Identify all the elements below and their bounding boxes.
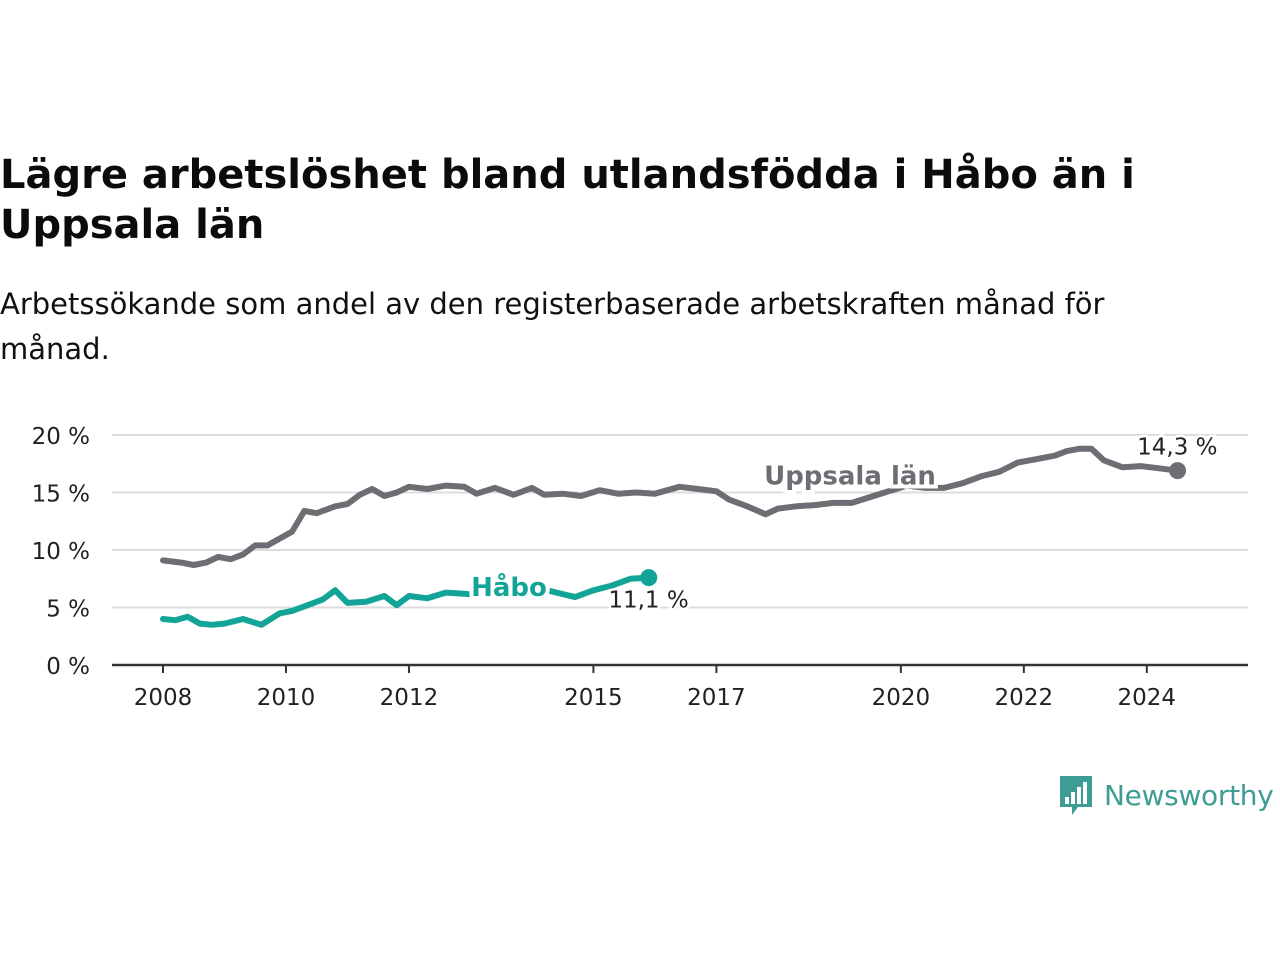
x-tick-label: 2022 [995, 685, 1054, 711]
line-chart: 0 % 5 % 10 % 15 % 20 % 2008 2010 2012 2015 2017 20… [32, 424, 1248, 711]
series-line-habo [160, 574, 652, 628]
x-tick-label: 2024 [1118, 685, 1177, 711]
y-tick-label: 0 % [46, 654, 90, 680]
x-tick-label: 2020 [872, 685, 931, 711]
series-end-marker [1169, 462, 1187, 480]
page-subtitle: Arbetssökande som andel av den registerb… [0, 287, 1105, 366]
chart-axes [112, 663, 1248, 673]
series-line-uppsala-lan [160, 445, 1181, 568]
x-tick-label: 2017 [687, 685, 746, 711]
y-tick-label: 10 % [32, 539, 90, 565]
series-end-marker [640, 569, 658, 587]
newsworthy-brand: Newsworthy [1058, 772, 1274, 818]
x-tick-label: 2010 [257, 685, 316, 711]
x-tick-label: 2015 [564, 685, 623, 711]
chart-labels: 0 % 5 % 10 % 15 % 20 % 2008 2010 2012 2015 2017 20… [32, 424, 1220, 711]
brand-name: Newsworthy [1104, 778, 1274, 812]
y-tick-label: 15 % [32, 482, 90, 508]
newsworthy-logo-icon [1060, 776, 1092, 815]
x-tick-label: 2008 [134, 685, 193, 711]
y-tick-label: 5 % [46, 597, 90, 623]
end-value-habo: 11,1 % [608, 588, 688, 614]
end-value-uppsala-lan: 14,3 % [1137, 435, 1217, 461]
series-label-habo: Håbo [471, 571, 547, 603]
y-tick-label: 20 % [32, 424, 90, 450]
series-label-uppsala-lan: Uppsala län [764, 461, 936, 491]
chart-grid [112, 434, 1248, 609]
x-tick-label: 2012 [380, 685, 439, 711]
chart-series [160, 445, 1187, 628]
page-title: Lägre arbetslöshet bland utlandsfödda i … [0, 152, 1135, 248]
